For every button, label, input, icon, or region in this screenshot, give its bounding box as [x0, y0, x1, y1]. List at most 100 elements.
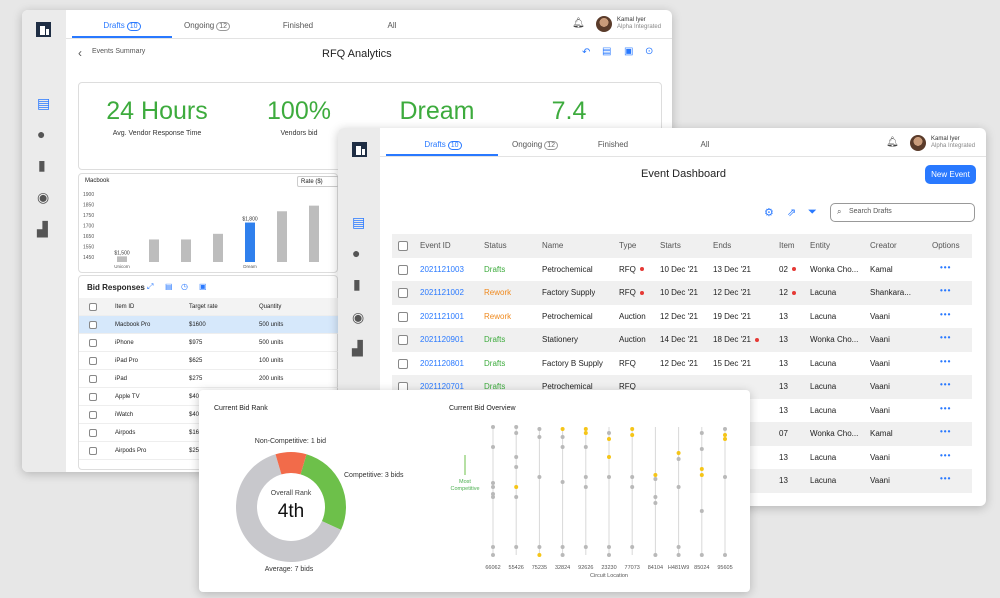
table-row[interactable]: Macbook Pro $1600 500 units	[79, 316, 339, 334]
bell-icon[interactable]: 🔔︎	[886, 137, 899, 148]
file-icon[interactable]: ▮	[38, 157, 46, 173]
bid-dot	[560, 445, 565, 449]
table-row[interactable]: iPhone $975 500 units	[79, 334, 339, 352]
event-id-link[interactable]: 2021121002	[420, 288, 464, 297]
avatar[interactable]	[910, 135, 926, 151]
x-tick-label: 85024	[694, 565, 709, 571]
table-row[interactable]: 2021121001 Rework Petrochemical Auction …	[392, 305, 972, 329]
row-checkbox[interactable]	[398, 358, 408, 369]
avatar[interactable]	[596, 16, 612, 32]
table-row[interactable]: iPad Pro $625 100 units	[79, 352, 339, 370]
row-checkbox[interactable]	[89, 393, 97, 401]
entity: Lacuna	[810, 405, 837, 415]
bid-dot	[491, 485, 495, 489]
search-input[interactable]: ⌕ Search Drafts	[830, 203, 975, 222]
bell-icon[interactable]: 🔔︎	[572, 18, 585, 29]
row-checkbox[interactable]	[398, 264, 408, 275]
bar-value-label: $1,800	[242, 217, 258, 223]
row-options-icon[interactable]: •••	[940, 474, 952, 483]
target-rate: $40	[189, 394, 200, 400]
image-icon[interactable]: ▣	[199, 282, 207, 291]
row-checkbox[interactable]	[89, 411, 97, 419]
row-options-icon[interactable]: •••	[940, 380, 952, 389]
breadcrumb[interactable]: Events Summary	[92, 48, 146, 55]
row-checkbox[interactable]	[89, 321, 97, 329]
column-header: Entity	[810, 241, 831, 250]
table-row[interactable]: 2021120901 Drafts Stationery Auction 14 …	[392, 328, 972, 352]
analytics-icon[interactable]: ▟	[352, 340, 363, 356]
event-id-link[interactable]: 2021120801	[420, 358, 464, 368]
entity: Lacuna	[810, 476, 837, 485]
new-event-button[interactable]: New Event	[925, 165, 976, 184]
user-icon[interactable]: ●	[37, 126, 46, 142]
table-view-icon[interactable]: ▤	[602, 46, 612, 57]
row-options-icon[interactable]: •••	[940, 403, 952, 413]
item-count: 13	[779, 312, 788, 321]
event-id-link[interactable]: 2021120901	[420, 335, 464, 344]
tab-all[interactable]: All	[700, 140, 710, 149]
event-name: Stationery	[542, 335, 579, 344]
item-count: 13	[779, 382, 788, 391]
tab-finished[interactable]: Finished	[597, 140, 629, 149]
app-logo	[352, 142, 367, 157]
export-icon[interactable]: ⇗	[787, 207, 797, 219]
back-arrow-icon[interactable]: ‹	[78, 46, 82, 60]
bid-dot	[607, 545, 611, 549]
settings-icon[interactable]: ⚙	[764, 207, 774, 219]
share-icon[interactable]: ↶	[582, 47, 591, 58]
analytics-icon[interactable]: ▟	[37, 221, 48, 237]
bid-dot	[676, 457, 681, 461]
select-all-checkbox[interactable]	[398, 241, 408, 251]
bid-dot	[491, 445, 495, 449]
row-options-icon[interactable]: •••	[940, 309, 952, 319]
end-date: 13 Dec '21	[713, 265, 751, 274]
row-options-icon[interactable]: •••	[940, 262, 952, 272]
more-options-icon[interactable]: ⊙	[645, 46, 654, 57]
row-checkbox[interactable]	[89, 429, 97, 437]
grid-icon[interactable]: ▤	[165, 282, 173, 291]
filter-icon[interactable]: ⏷	[808, 206, 817, 218]
table-row[interactable]: 2021121003 Drafts Petrochemical RFQ 10 D…	[392, 258, 972, 282]
tab-ongoing[interactable]: Ongoing 12	[167, 21, 247, 31]
row-options-icon[interactable]: •••	[940, 286, 952, 295]
row-checkbox[interactable]	[89, 447, 97, 455]
tab-drafts[interactable]: Drafts 10	[398, 140, 488, 150]
file-icon[interactable]: ▮	[353, 276, 361, 292]
chat-icon[interactable]: ◉	[352, 309, 365, 325]
end-date: 18 Dec '21	[713, 335, 759, 344]
row-options-icon[interactable]: •••	[940, 333, 952, 342]
row-options-icon[interactable]: •••	[940, 427, 952, 436]
column-header: Name	[542, 241, 564, 250]
select-all-checkbox[interactable]	[89, 303, 97, 311]
chat-icon[interactable]: ◉	[37, 189, 50, 205]
product-select[interactable]: Macbook	[85, 178, 110, 184]
row-options-icon[interactable]: •••	[940, 356, 952, 366]
clock-icon[interactable]: ◷	[181, 282, 188, 291]
event-id-link[interactable]: 2021121001	[420, 311, 464, 321]
row-options-icon[interactable]: •••	[940, 450, 952, 460]
row-checkbox[interactable]	[398, 335, 408, 345]
target-rate: $275	[189, 376, 203, 382]
tab-finished[interactable]: Finished	[282, 21, 314, 30]
document-list-icon[interactable]: ▤	[352, 214, 366, 230]
bid-dot	[699, 447, 704, 451]
user-icon[interactable]: ●	[352, 245, 361, 261]
row-checkbox[interactable]	[398, 288, 408, 298]
table-row[interactable]: 2021121002 Rework Factory Supply RFQ 10 …	[392, 281, 972, 305]
tab-drafts[interactable]: Drafts 10	[82, 21, 162, 31]
expand-icon[interactable]: ⤢	[147, 282, 154, 291]
document-list-icon[interactable]: ▤	[37, 95, 51, 111]
tab-all[interactable]: All	[387, 21, 397, 30]
row-checkbox[interactable]	[89, 339, 97, 347]
row-checkbox[interactable]	[89, 375, 97, 383]
event-id-link[interactable]: 2021121003	[420, 264, 464, 274]
table-row[interactable]: 2021120801 Drafts Factory B Supply RFQ 1…	[392, 352, 972, 376]
report-icon[interactable]: ▣	[624, 46, 634, 57]
event-id-link[interactable]: 2021120701	[420, 382, 464, 391]
row-checkbox[interactable]	[398, 311, 408, 322]
row-checkbox[interactable]	[89, 357, 97, 365]
start-date: 10 Dec '21	[660, 264, 698, 274]
tab-ongoing[interactable]: Ongoing 12	[490, 140, 580, 150]
table-row[interactable]: iPad $275 200 units	[79, 370, 339, 388]
bid-dot	[607, 475, 611, 479]
